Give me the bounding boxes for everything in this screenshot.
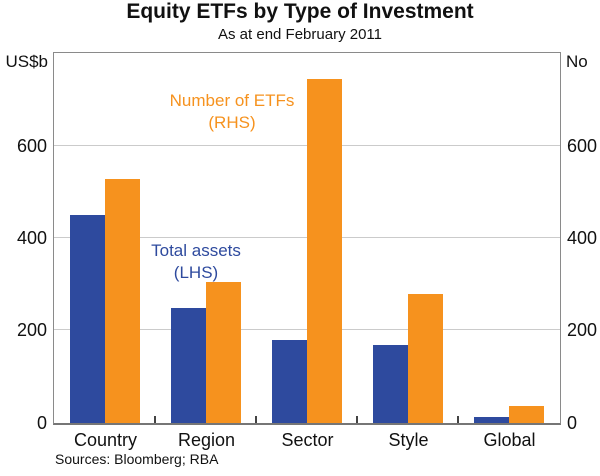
plot-area xyxy=(53,52,561,425)
bar-number-of-etfs-sector xyxy=(306,79,342,423)
bar-number-of-etfs-country xyxy=(104,178,140,423)
category-label-style: Style xyxy=(388,430,429,450)
category-label-sector: Sector xyxy=(281,430,334,450)
category-label-global: Global xyxy=(483,430,536,450)
category-axis-labels: Country Region Sector Style Global xyxy=(55,430,559,452)
bar-total-assets-global xyxy=(473,417,509,423)
category-label-country: Country xyxy=(73,430,138,450)
series-label-number-of-etfs-line1: Number of ETFs xyxy=(169,91,295,110)
right-axis-tick-labels: 0 200 400 600 xyxy=(567,0,600,476)
left-label-600: 600 xyxy=(16,135,47,156)
left-label-0: 0 xyxy=(36,412,47,433)
right-label-0: 0 xyxy=(567,412,578,433)
category-label-region: Region xyxy=(177,430,236,450)
bar-number-of-etfs-global xyxy=(508,406,544,423)
bar-number-of-etfs-region xyxy=(205,282,241,423)
source-note: Sources: Bloomberg; RBA xyxy=(55,451,219,467)
right-label-400: 400 xyxy=(567,228,598,248)
x-axis-boundary-tick xyxy=(356,416,358,423)
series-label-number-of-etfs: Number of ETFs (RHS) xyxy=(122,90,342,134)
chart-subtitle: As at end February 2011 xyxy=(218,26,382,43)
series-label-total-assets-line1: Total assets xyxy=(151,241,241,260)
left-axis-unit-label: US$b xyxy=(5,52,48,71)
x-axis-boundary-tick xyxy=(457,416,459,423)
left-label-200: 200 xyxy=(16,320,47,341)
series-label-total-assets: Total assets (LHS) xyxy=(86,240,306,284)
right-label-600: 600 xyxy=(567,135,598,156)
x-axis-boundary-tick xyxy=(255,416,257,423)
right-label-200: 200 xyxy=(567,320,598,341)
bar-total-assets-style xyxy=(372,344,408,423)
left-axis-tick-labels: 0 200 400 600 xyxy=(0,0,47,476)
left-label-400: 400 xyxy=(16,228,47,248)
chart-title: Equity ETFs by Type of Investment xyxy=(126,0,474,23)
bar-number-of-etfs-style xyxy=(407,293,443,423)
bar-total-assets-region xyxy=(170,307,206,423)
bar-total-assets-sector xyxy=(271,339,307,423)
x-axis-boundary-tick xyxy=(154,416,156,423)
right-axis-unit-label: No xyxy=(566,52,588,71)
series-label-number-of-etfs-line2: (RHS) xyxy=(208,113,256,132)
bar-total-assets-country xyxy=(69,215,105,423)
series-label-total-assets-line2: (LHS) xyxy=(173,263,219,282)
